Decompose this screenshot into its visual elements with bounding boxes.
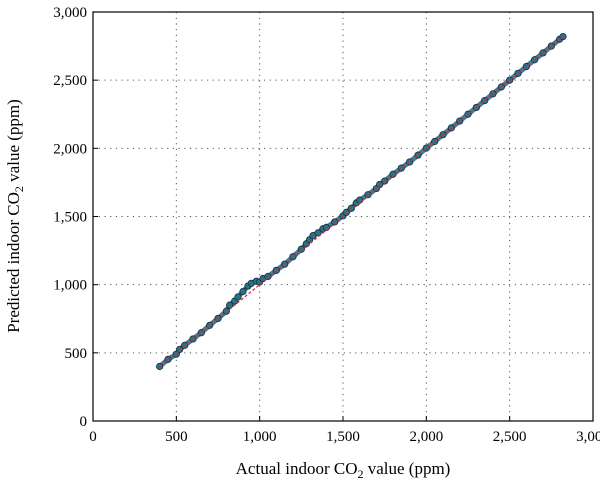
data-point bbox=[356, 196, 364, 204]
x-tick-label: 2,500 bbox=[493, 429, 527, 445]
data-point bbox=[234, 293, 242, 301]
data-point bbox=[389, 170, 397, 178]
x-axis: 0 500 1,000 1,500 2,000 2,500 3,000 bbox=[89, 416, 600, 445]
data-point bbox=[314, 229, 322, 237]
x-axis-title: Actual indoor CO2 value (ppm) bbox=[236, 459, 451, 481]
data-point bbox=[297, 245, 305, 253]
x-tick-label: 1,000 bbox=[243, 429, 277, 445]
data-point bbox=[342, 208, 350, 217]
data-point bbox=[331, 218, 339, 226]
data-point bbox=[347, 204, 355, 212]
x-tick-label: 3,000 bbox=[576, 429, 600, 445]
x-tick-label: 0 bbox=[89, 429, 97, 445]
data-point bbox=[381, 177, 389, 185]
x-tick-label: 1,500 bbox=[326, 429, 360, 445]
y-tick-label: 1,500 bbox=[53, 210, 87, 226]
x-tick-label: 2,000 bbox=[409, 429, 443, 445]
y-tick-label: 2,500 bbox=[53, 73, 87, 89]
data-point bbox=[559, 32, 567, 41]
x-tick-label: 500 bbox=[165, 429, 188, 445]
data-point bbox=[239, 287, 247, 296]
y-tick-label: 500 bbox=[65, 346, 88, 362]
data-point bbox=[364, 191, 372, 199]
fit-line-layer bbox=[159, 36, 564, 367]
y-tick-label: 2,000 bbox=[53, 141, 87, 157]
data-point bbox=[264, 272, 272, 281]
y-tick-label: 3,000 bbox=[53, 5, 87, 21]
y-axis: 0 500 1,000 1,500 2,000 2,500 3,000 bbox=[53, 5, 98, 430]
data-point bbox=[172, 350, 180, 358]
y-tick-label: 1,000 bbox=[53, 278, 87, 294]
data-point bbox=[226, 301, 234, 309]
y-axis-title: Predicted indoor CO2 value (ppm) bbox=[4, 99, 26, 333]
y-tick-label: 0 bbox=[80, 414, 88, 430]
fit-line bbox=[159, 36, 564, 367]
